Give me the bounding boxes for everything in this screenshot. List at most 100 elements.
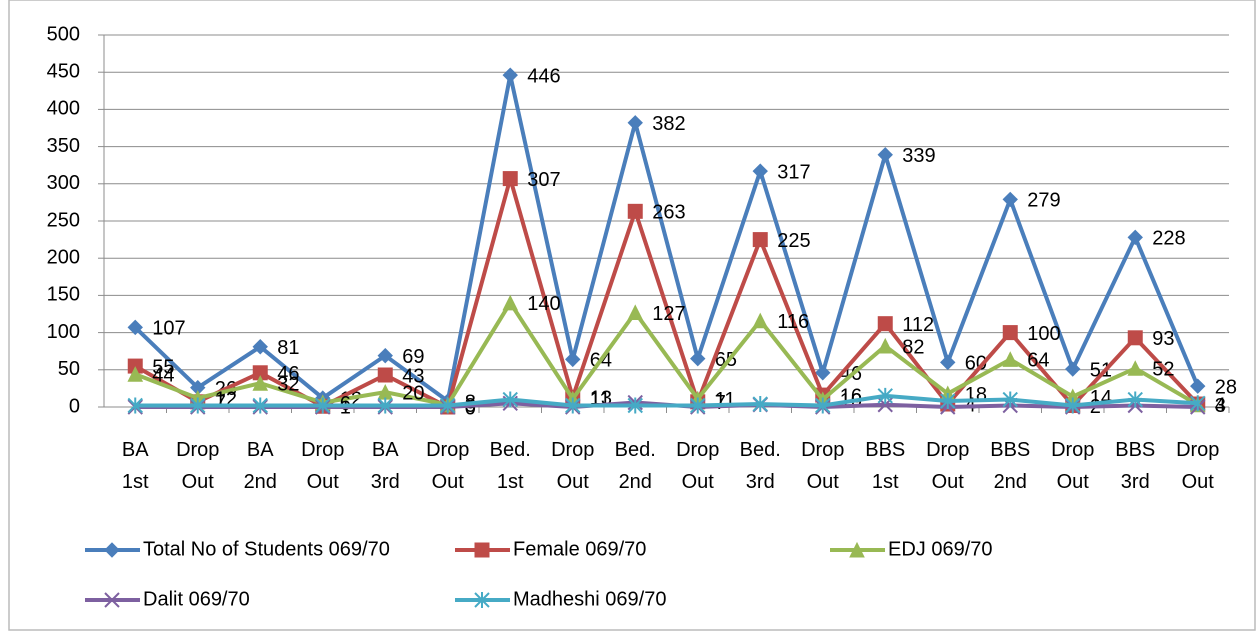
data-label: 60 (965, 353, 987, 375)
x-tick-label: BBS 1st (865, 439, 906, 493)
data-label: 339 (902, 145, 935, 167)
y-tick-label: 450 (47, 60, 80, 82)
data-label: 32 (277, 373, 299, 395)
x-tick-label: Drop Out (301, 439, 345, 493)
y-tick-label: 500 (47, 23, 80, 45)
y-tick-label: 400 (47, 98, 80, 120)
x-tick-label: Drop Out (551, 439, 595, 493)
marker (1127, 391, 1143, 408)
data-label: 140 (527, 293, 560, 315)
line (133, 74, 1200, 405)
marker (1190, 378, 1206, 394)
data-label: 82 (902, 336, 924, 358)
y-tick-label: 0 (69, 395, 80, 417)
data-label: 382 (652, 113, 685, 135)
legend-label: Total No of Students 069/70 (143, 538, 390, 560)
marker (565, 397, 581, 414)
data-label: 52 (1152, 359, 1174, 381)
marker (690, 350, 706, 367)
marker (815, 365, 831, 381)
x-tick-label: Drop Out (1051, 439, 1095, 493)
marker (940, 354, 956, 371)
marker (1065, 397, 1081, 414)
marker (190, 397, 206, 414)
marker (627, 397, 643, 414)
data-label: 0 (465, 397, 476, 419)
y-tick-label: 150 (47, 284, 80, 306)
data-label: 225 (777, 230, 810, 252)
y-tick-label: 300 (47, 172, 80, 194)
x-tick-label: Bed. 2nd (614, 439, 656, 493)
y-tick-label: 250 (47, 209, 80, 231)
data-label: 18 (965, 384, 987, 406)
marker (1002, 191, 1018, 208)
y-tick-label: 100 (47, 321, 80, 343)
marker (815, 397, 831, 414)
line (135, 393, 1198, 408)
x-tick-label: Drop Out (176, 439, 220, 493)
marker (1127, 360, 1144, 376)
data-label: 81 (277, 337, 299, 359)
marker (627, 203, 643, 219)
marker (1002, 325, 1018, 341)
marker (377, 367, 393, 383)
data-label: 51 (1090, 359, 1112, 381)
data-label: 228 (1152, 228, 1185, 250)
y-tick-label: 50 (58, 358, 80, 380)
marker (1065, 361, 1081, 377)
marker (502, 171, 518, 187)
marker (877, 147, 893, 163)
marker (127, 366, 144, 382)
x-tick-label: Bed. 1st (489, 439, 531, 493)
data-label: 55 (152, 356, 174, 378)
marker (752, 396, 768, 413)
line (134, 299, 1199, 408)
marker (252, 375, 269, 391)
marker (877, 337, 894, 354)
data-label: 11 (590, 389, 611, 411)
data-label: 307 (527, 169, 560, 191)
marker (502, 294, 519, 311)
data-label: 44 (152, 365, 174, 387)
marker (252, 397, 268, 414)
series (127, 387, 1206, 414)
marker (752, 232, 768, 248)
data-label: 64 (1027, 350, 1049, 372)
x-tick-label: BBS 2nd (990, 439, 1031, 493)
legend-label: EDJ 069/70 (888, 538, 993, 560)
data-label: 7 (215, 392, 226, 414)
marker (1002, 351, 1019, 367)
y-tick-label: 200 (47, 246, 80, 268)
marker (1127, 330, 1143, 346)
data-label: 20 (402, 382, 424, 404)
marker (104, 542, 120, 558)
data-label: 3 (1215, 395, 1226, 417)
marker (377, 347, 393, 364)
marker (849, 541, 865, 558)
marker (565, 351, 581, 368)
x-tick-label: BA 1st (121, 439, 149, 493)
marker (877, 387, 893, 404)
y-tick-label: 350 (47, 135, 80, 157)
marker (127, 397, 143, 414)
marker (474, 542, 490, 558)
marker (1190, 395, 1206, 412)
data-label: 446 (527, 65, 560, 87)
data-label: 317 (777, 161, 810, 183)
marker (377, 397, 393, 414)
x-tick-label: Drop Out (676, 439, 720, 493)
legend-label: Madheshi 069/70 (513, 588, 666, 610)
marker (627, 115, 643, 131)
x-tick-label: BBS 3rd (1115, 439, 1156, 493)
data-label: 127 (652, 303, 685, 325)
marker (752, 312, 769, 329)
marker (940, 393, 956, 410)
data-label: 43 (402, 365, 424, 387)
x-tick-label: Bed. 3rd (739, 439, 781, 493)
marker (1127, 229, 1143, 246)
data-label: 112 (902, 314, 934, 336)
marker (104, 592, 120, 608)
chart-frame (8, 0, 1256, 631)
x-tick-label: Drop Out (926, 439, 970, 493)
